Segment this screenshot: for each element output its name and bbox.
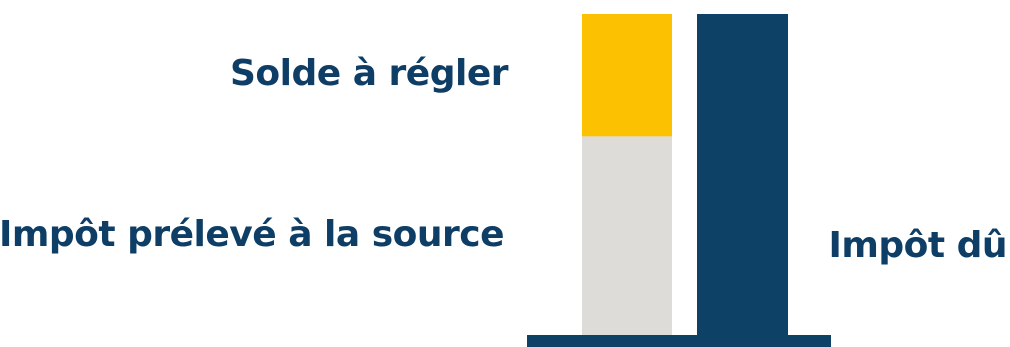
bar-impot-du (697, 14, 788, 336)
bar-segment-impot-preleve (582, 136, 672, 336)
chart-baseline (527, 335, 831, 347)
segment-label-solde-a-regler: Solde à régler (230, 53, 509, 94)
bar-label-impot-du: Impôt dû (828, 225, 1007, 266)
segment-label-impot-preleve-a-la-source: Impôt prélevé à la source (0, 214, 505, 255)
bar-segment-solde-a-regler (582, 14, 672, 137)
